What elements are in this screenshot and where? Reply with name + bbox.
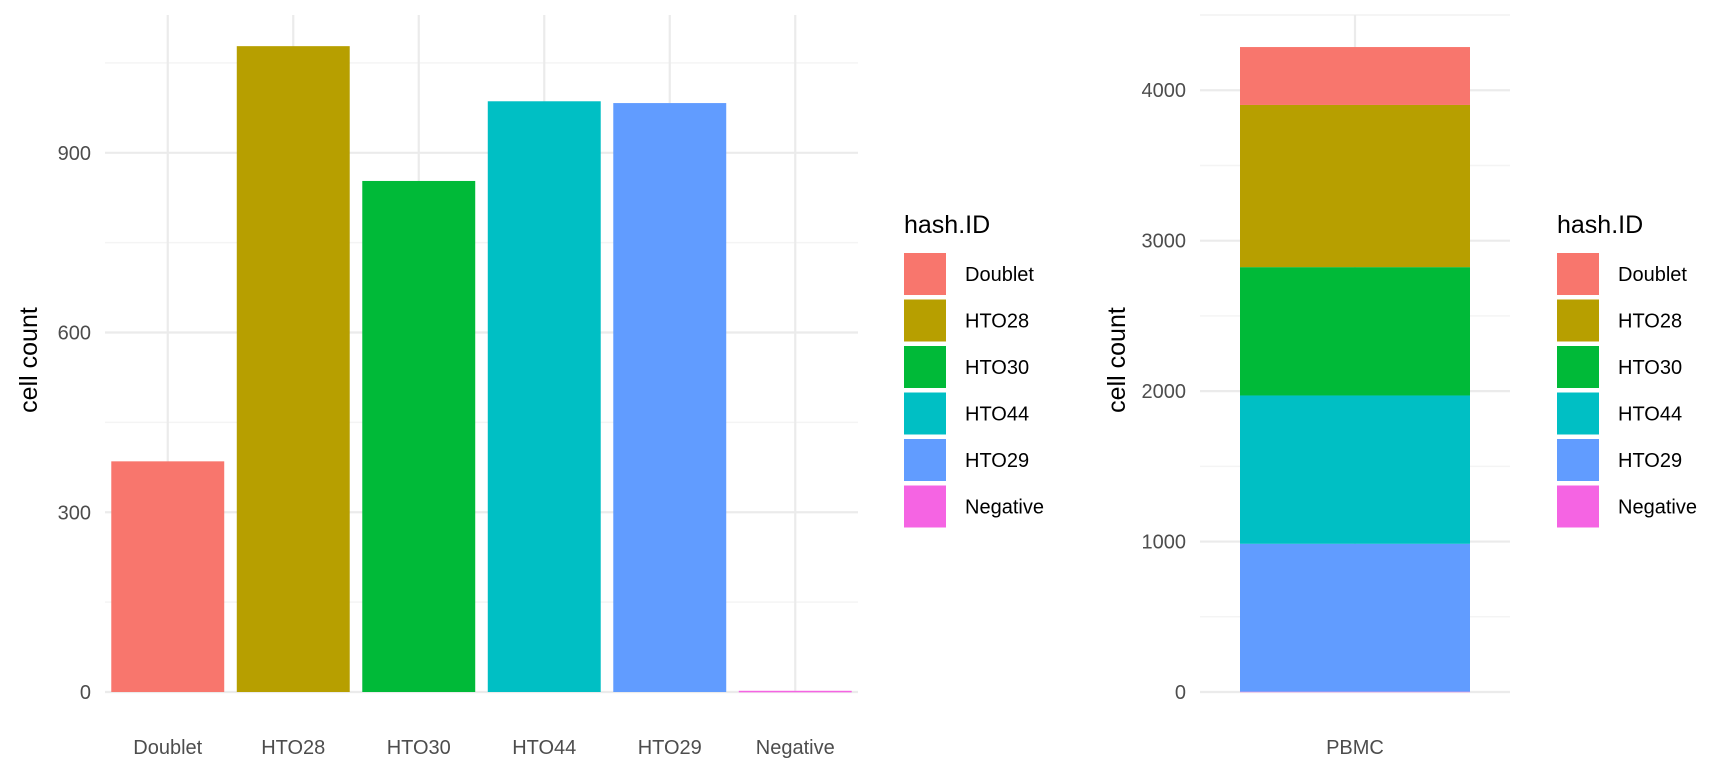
y-tick-labels: 0 300 600 900	[58, 143, 91, 704]
legend-label: Doublet	[1618, 264, 1687, 286]
legend: hash.ID Doublet HTO28 HTO30 HTO44 HTO29 Negat…	[904, 211, 1044, 528]
legend-label: HTO30	[1618, 357, 1682, 379]
x-tick-label: HTO44	[512, 737, 576, 759]
stack-segment-hto28	[1240, 104, 1470, 268]
legend-key-negative	[904, 485, 946, 528]
legend-key-negative	[1557, 485, 1599, 528]
x-tick-labels: PBMC	[1326, 737, 1384, 759]
legend: hash.ID Doublet HTO28 HTO30 HTO44 HTO29 Negat…	[1557, 211, 1697, 528]
x-tick-label: PBMC	[1326, 737, 1384, 759]
bar-chart-panel: 0 300 600 900 Doublet HTO28 HTO30 HTO44 HTO29 Ne…	[15, 15, 1044, 759]
y-axis-title: cell count	[1103, 307, 1131, 413]
bar-hto44	[487, 101, 601, 692]
legend-key-hto44	[904, 392, 946, 435]
legend-label: HTO29	[965, 450, 1029, 472]
y-tick-label: 4000	[1142, 80, 1187, 102]
legend-key-hto28	[1557, 299, 1599, 342]
legend-label: Negative	[1618, 497, 1697, 519]
x-tick-label: Negative	[756, 737, 835, 759]
legend-label: HTO28	[965, 311, 1029, 333]
stack-segment-doublet	[1240, 47, 1470, 105]
x-tick-label: HTO28	[261, 737, 325, 759]
legend-label: HTO30	[965, 357, 1029, 379]
legend-items: Doublet HTO28 HTO30 HTO44 HTO29 Negative	[1557, 253, 1697, 528]
stack-segment-hto44	[1240, 395, 1470, 544]
y-tick-label: 0	[1175, 682, 1186, 704]
legend-key-doublet	[904, 253, 946, 295]
y-tick-label: 300	[58, 502, 91, 524]
legend-key-hto44	[1557, 392, 1599, 435]
y-tick-label: 0	[80, 682, 91, 704]
legend-key-hto30	[1557, 346, 1599, 388]
legend-key-hto28	[904, 299, 946, 342]
legend-label: HTO44	[1618, 404, 1682, 426]
bar-hto29	[613, 103, 727, 693]
y-tick-label: 1000	[1142, 532, 1187, 554]
x-tick-label: HTO29	[638, 737, 702, 759]
legend-key-doublet	[1557, 253, 1599, 295]
y-tick-labels: 0 1000 2000 3000 4000	[1142, 80, 1187, 704]
x-tick-label: HTO30	[387, 737, 451, 759]
stacked-bar-group	[1240, 47, 1470, 693]
bar-doublet	[111, 461, 225, 692]
legend-label: Doublet	[965, 264, 1034, 286]
legend-title: hash.ID	[904, 211, 990, 239]
y-tick-label: 2000	[1142, 381, 1187, 403]
x-tick-labels: Doublet HTO28 HTO30 HTO44 HTO29 Negative	[133, 737, 834, 759]
legend-label: HTO44	[965, 404, 1029, 426]
y-axis-title: cell count	[15, 307, 43, 413]
y-tick-label: 600	[58, 323, 91, 345]
legend-key-hto30	[904, 346, 946, 388]
y-tick-label: 900	[58, 143, 91, 165]
bar-negative	[738, 690, 852, 693]
legend-title: hash.ID	[1557, 211, 1643, 239]
stacked-bar-chart-panel: 0 1000 2000 3000 4000 PBMC cell count hash.I…	[1103, 14, 1697, 759]
legend-label: HTO28	[1618, 311, 1682, 333]
legend-items: Doublet HTO28 HTO30 HTO44 HTO29 Negative	[904, 253, 1044, 528]
bar-hto30	[362, 180, 476, 692]
stack-segment-negative	[1240, 691, 1470, 693]
legend-label: Negative	[965, 497, 1044, 519]
legend-label: HTO29	[1618, 450, 1682, 472]
stack-segment-hto29	[1240, 543, 1470, 692]
bar-group	[111, 46, 852, 693]
bar-hto28	[236, 46, 350, 692]
legend-key-hto29	[1557, 439, 1599, 481]
legend-key-hto29	[904, 439, 946, 481]
stack-segment-hto30	[1240, 267, 1470, 396]
x-tick-label: Doublet	[133, 737, 202, 759]
y-tick-label: 3000	[1142, 231, 1187, 253]
